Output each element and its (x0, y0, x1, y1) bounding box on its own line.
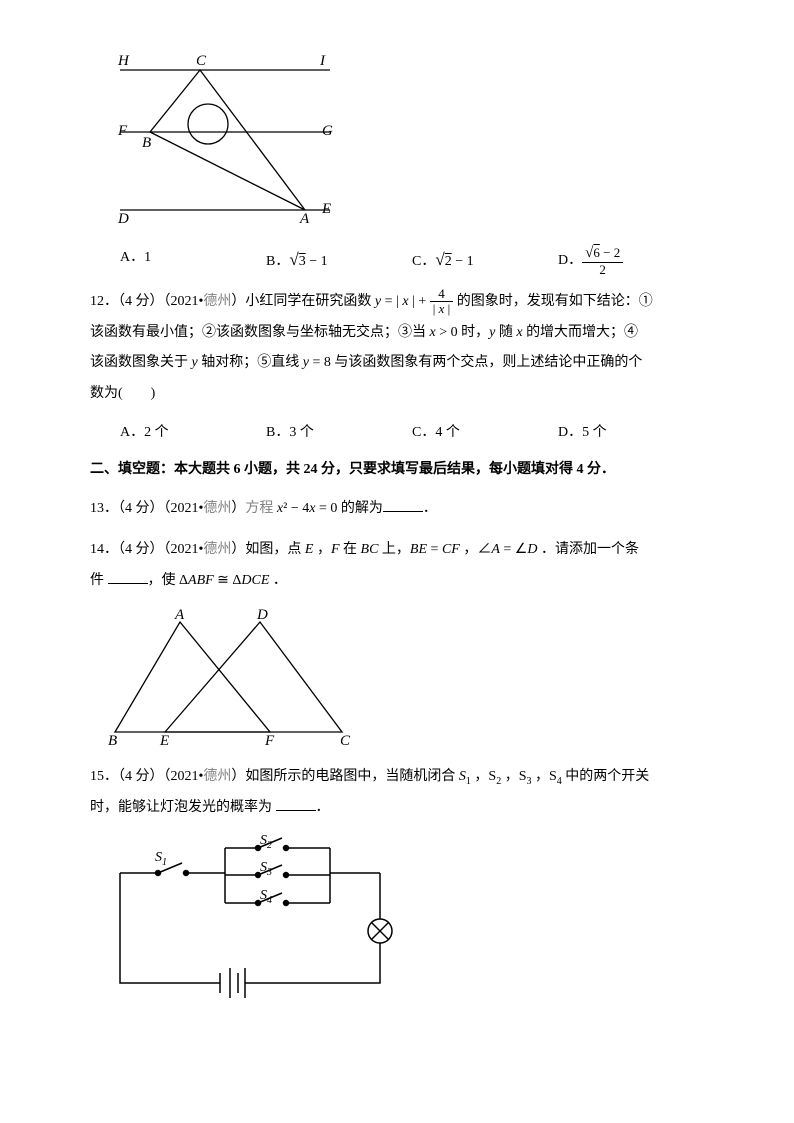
circuit-diagram: S1 S2 S3 S4 (100, 833, 400, 1003)
q12-line4: 数为( ) (90, 386, 155, 401)
label-E: E (321, 201, 331, 217)
option-D: D．√6 − 22 (558, 245, 704, 277)
option-C: C．√2 − 1 (412, 245, 558, 277)
label-S2: S2 (260, 833, 272, 851)
label-H: H (117, 53, 130, 69)
option-D: D．5 个 (558, 420, 704, 445)
blank-13 (383, 498, 423, 512)
label-B: B (108, 733, 117, 747)
q15-figure: S1 S2 S3 S4 (100, 833, 704, 1003)
q14: 14．（4 分）（2021•德州）如图，点 E ，F 在 BC 上，BE = C… (90, 535, 704, 597)
option-B: B．3 个 (266, 420, 412, 445)
q13: 13．（4 分）（2021•德州）方程 x² − 4x = 0 的解为． (90, 494, 704, 525)
option-A: A．1 (120, 245, 266, 277)
q11-options: A．1 B．√3 − 1 C．√2 − 1 D．√6 − 22 (90, 245, 704, 277)
label-D: D (256, 607, 268, 623)
q12-options: A．2 个 B．3 个 C．4 个 D．5 个 (90, 420, 704, 445)
option-A: A．2 个 (120, 420, 266, 445)
label-D: D (117, 211, 129, 227)
label-I: I (319, 53, 326, 69)
label-A: A (174, 607, 185, 623)
q11-figure: H C I F B G D A E (100, 50, 704, 230)
option-B: B．√3 − 1 (266, 245, 412, 277)
blank-15 (276, 797, 316, 811)
q14-figure: A D B E F C (100, 607, 704, 747)
label-S1: S1 (155, 850, 167, 868)
label-C: C (196, 53, 207, 69)
q12-line3: 该函数图象关于 y 轴对称；⑤直线 y = 8 与该函数图象有两个交点，则上述结… (90, 355, 642, 370)
label-A: A (299, 211, 310, 227)
blank-14 (108, 570, 148, 584)
label-G: G (322, 123, 333, 139)
label-E: E (159, 733, 169, 747)
label-C: C (340, 733, 351, 747)
q12-line2: 该函数有最小值；②该函数图象与坐标轴无交点；③当 x > 0 时，y 随 x 的… (90, 325, 638, 340)
label-B: B (142, 135, 151, 151)
label-F: F (264, 733, 275, 747)
label-S3: S3 (260, 860, 272, 878)
option-C: C．4 个 (412, 420, 558, 445)
section-2-heading: 二、填空题：本大题共 6 小题，共 24 分，只要求填写最后结果，每小题填对得 … (90, 457, 704, 482)
label-S4: S4 (260, 888, 272, 906)
q15: 15．（4 分）（2021•德州）如图所示的电路图中，当随机闭合 S1 ，S2 … (90, 762, 704, 824)
q12: 12．（4 分）（2021•德州）小红同学在研究函数 y = | x | + 4… (90, 287, 704, 410)
congruent-triangles-diagram: A D B E F C (100, 607, 360, 747)
triangle-diagram: H C I F B G D A E (100, 50, 350, 230)
label-F: F (117, 123, 128, 139)
